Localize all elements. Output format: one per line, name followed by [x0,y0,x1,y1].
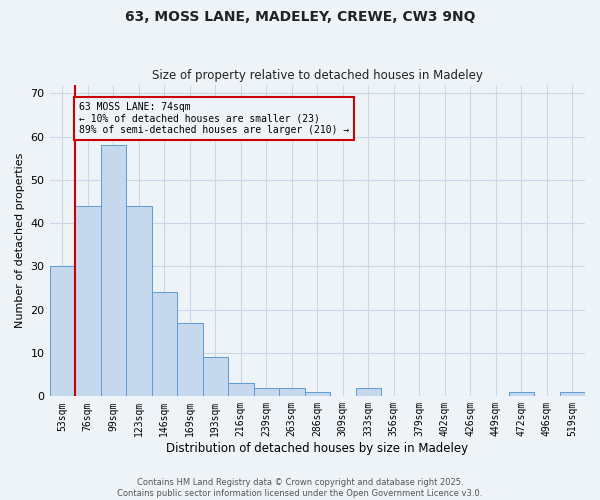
Bar [203,358,228,397]
Bar [177,322,203,396]
Bar [279,388,305,396]
X-axis label: Distribution of detached houses by size in Madeley: Distribution of detached houses by size … [166,442,469,455]
Bar [228,384,254,396]
Text: Contains HM Land Registry data © Crown copyright and database right 2025.
Contai: Contains HM Land Registry data © Crown c… [118,478,482,498]
Title: Size of property relative to detached houses in Madeley: Size of property relative to detached ho… [152,69,483,82]
Text: 63 MOSS LANE: 74sqm
← 10% of detached houses are smaller (23)
89% of semi-detach: 63 MOSS LANE: 74sqm ← 10% of detached ho… [79,102,349,135]
Bar [101,145,126,397]
Bar [254,388,279,396]
Bar [50,266,75,396]
Bar [152,292,177,397]
Bar [305,392,330,396]
Bar [560,392,585,396]
Bar [356,388,381,396]
Bar [75,206,101,396]
Bar [509,392,534,396]
Y-axis label: Number of detached properties: Number of detached properties [15,153,25,328]
Text: 63, MOSS LANE, MADELEY, CREWE, CW3 9NQ: 63, MOSS LANE, MADELEY, CREWE, CW3 9NQ [125,10,475,24]
Bar [126,206,152,396]
